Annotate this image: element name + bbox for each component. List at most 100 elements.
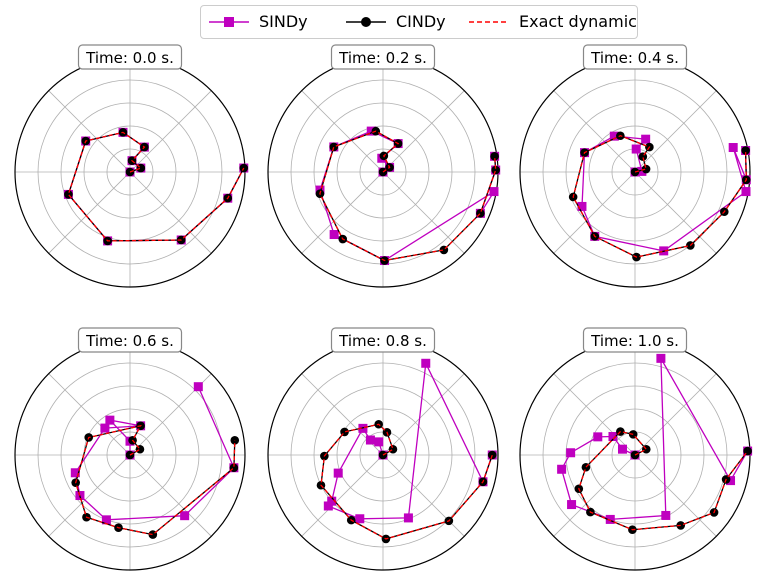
angular-gridline: [129, 171, 212, 254]
sindy-point: [637, 166, 647, 176]
panel-title: Time: 0.6 s.: [85, 332, 174, 350]
legend-label-exact: Exact dynamic: [519, 12, 637, 31]
sindy-point: [577, 201, 587, 211]
series-sindy-line: [327, 360, 493, 520]
legend-label-cindy: CINDy: [396, 12, 446, 31]
series-exact-line: [319, 130, 497, 262]
sindy-point: [489, 187, 499, 197]
legend-item-exact: Exact dynamic: [469, 6, 639, 38]
angular-gridline: [301, 171, 384, 254]
sindy-point: [101, 515, 111, 525]
sindy-point: [641, 134, 651, 144]
angular-gridline: [634, 90, 717, 173]
sindy-point: [193, 382, 203, 392]
sindy-point: [421, 358, 431, 368]
legend-swatch-exact: [469, 21, 509, 23]
cindy-point: [491, 165, 500, 175]
panel-title-box: [582, 44, 688, 70]
angular-gridline: [382, 373, 465, 456]
legend-swatch-cindy: [346, 17, 386, 27]
cindy-point: [329, 142, 339, 152]
sindy-point: [329, 230, 339, 240]
panel-title-box: [77, 327, 183, 353]
sindy-point: [605, 514, 615, 524]
series-exact-line: [75, 424, 236, 536]
sindy-point: [631, 144, 641, 154]
angular-gridline: [634, 171, 717, 254]
cindy-point: [388, 444, 398, 454]
cindy-point: [490, 152, 499, 161]
sindy-point: [100, 423, 110, 433]
legend-item-cindy: CINDy: [346, 6, 476, 38]
polar-panel-1: Time: 0.0 s.: [14, 44, 249, 288]
sindy-point: [70, 468, 80, 478]
panel-title: Time: 1.0 s.: [590, 332, 679, 350]
sindy-point: [661, 510, 671, 520]
legend-item-sindy: SINDy: [209, 6, 339, 38]
cindy-point: [487, 450, 497, 460]
sindy-point: [726, 476, 736, 486]
panel-title: Time: 0.8 s.: [338, 332, 427, 350]
series-exact-line: [578, 430, 749, 531]
angular-gridline: [382, 90, 465, 173]
angular-gridline: [553, 171, 636, 254]
polar-panel-3: Time: 0.4 s.: [519, 44, 751, 288]
sindy-point: [609, 131, 619, 141]
angular-gridline: [48, 90, 131, 173]
angular-gridline: [48, 454, 131, 537]
sindy-point: [333, 468, 343, 478]
series-exact-line: [572, 134, 747, 258]
sindy-point: [180, 511, 190, 521]
sindy-point: [608, 432, 618, 442]
panel-title-box: [330, 327, 436, 353]
sindy-point: [617, 444, 627, 454]
legend-label-sindy: SINDy: [259, 12, 308, 31]
sindy-point: [403, 513, 413, 523]
legend: SINDy CINDy Exact dynamic: [200, 5, 638, 39]
angular-gridline: [48, 373, 131, 456]
panel-title: Time: 0.4 s.: [590, 49, 679, 67]
sindy-point: [593, 432, 603, 442]
sindy-point: [365, 435, 375, 445]
polar-panel-2: Time: 0.2 s.: [267, 44, 501, 288]
sindy-point: [327, 496, 337, 506]
cindy-point: [638, 152, 648, 161]
sindy-point: [557, 464, 567, 474]
sindy-point: [566, 448, 576, 458]
panel-title: Time: 0.2 s.: [338, 49, 427, 67]
angular-gridline: [129, 454, 212, 537]
cindy-point: [641, 164, 651, 174]
angular-gridline: [301, 90, 384, 173]
sindy-point: [355, 514, 365, 524]
sindy-point: [567, 500, 577, 510]
sindy-point: [656, 353, 666, 363]
panel-title-box: [330, 44, 436, 70]
angular-gridline: [553, 454, 636, 537]
series-sindy-line: [581, 135, 747, 252]
angular-gridline: [553, 373, 636, 456]
series-exact-line: [320, 423, 493, 540]
panel-title-box: [77, 44, 183, 70]
polar-panel-4: Time: 0.6 s.: [14, 327, 246, 571]
angular-gridline: [48, 171, 131, 254]
angular-gridline: [129, 90, 212, 173]
sindy-point: [741, 187, 751, 197]
angular-gridline: [553, 90, 636, 173]
panel-title: Time: 0.0 s.: [85, 49, 174, 67]
sindy-point: [105, 415, 115, 425]
angular-gridline: [634, 454, 717, 537]
series-exact-line: [67, 131, 245, 242]
sindy-point: [728, 143, 738, 153]
sindy-point: [366, 126, 376, 136]
panel-title-box: [582, 327, 688, 353]
polar-panel-6: Time: 1.0 s.: [519, 327, 753, 571]
polar-panel-5: Time: 0.8 s.: [267, 327, 499, 571]
angular-gridline: [382, 171, 465, 254]
cindy-point: [741, 146, 750, 155]
sindy-point: [374, 437, 384, 447]
cindy-point: [230, 435, 240, 445]
legend-swatch-sindy: [209, 17, 249, 27]
angular-gridline: [382, 454, 465, 537]
angular-gridline: [301, 454, 384, 537]
